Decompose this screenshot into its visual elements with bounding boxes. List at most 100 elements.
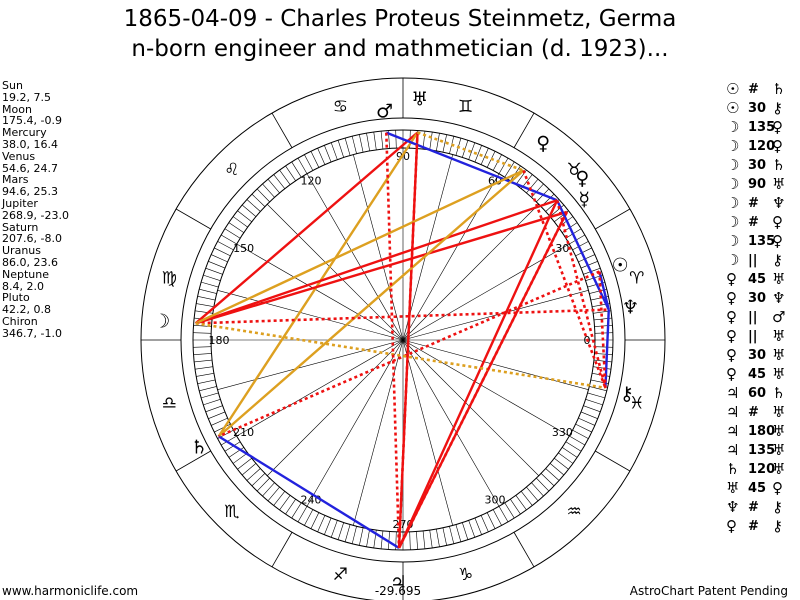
aspect-row: ♀ 30 ♅ bbox=[726, 346, 798, 365]
degree-tick bbox=[220, 234, 237, 245]
planet-position: 19.2, 7.5 bbox=[2, 90, 51, 104]
house-spoke bbox=[402, 290, 589, 341]
zodiac-sign-icon: ♑ bbox=[458, 565, 473, 585]
aspect-planet-a: ☽ bbox=[726, 251, 740, 269]
aspect-line bbox=[522, 169, 607, 389]
degree-tick bbox=[526, 486, 539, 502]
aspect-symbol: 90 bbox=[748, 177, 767, 192]
sign-divider bbox=[271, 532, 293, 568]
degree-tick bbox=[330, 142, 338, 160]
house-spoke bbox=[402, 204, 539, 341]
degree-tick bbox=[337, 522, 344, 540]
aspect-row: ☽ 135 ♀ bbox=[726, 118, 798, 137]
footer-credit: AstroChart Patent Pending bbox=[629, 584, 788, 598]
aspect-planet-a: ♃ bbox=[726, 384, 740, 402]
aspect-line bbox=[195, 169, 524, 325]
zodiac-sign-icon: ♋ bbox=[333, 97, 348, 117]
degree-tick bbox=[208, 411, 226, 419]
aspect-line bbox=[397, 199, 559, 549]
planet-glyph-icon: ♃ bbox=[390, 572, 407, 594]
degree-tick bbox=[422, 530, 426, 549]
degree-tick bbox=[569, 234, 586, 245]
degree-tick bbox=[380, 131, 384, 150]
planet-glyph-icon: ♅ bbox=[411, 89, 428, 111]
aspect-planet-a: ♀ bbox=[726, 346, 737, 364]
aspect-planet-a: ☽ bbox=[726, 118, 740, 136]
house-spoke bbox=[353, 339, 404, 526]
degree-tick bbox=[199, 288, 217, 294]
degree-tick bbox=[468, 142, 476, 160]
zodiac-sign-icon: ♏ bbox=[224, 502, 239, 522]
degree-tick bbox=[545, 468, 560, 481]
degree-tick bbox=[498, 157, 509, 174]
aspect-planet-b: ♆ bbox=[772, 289, 786, 307]
house-spoke bbox=[306, 339, 404, 507]
degree-tick bbox=[572, 241, 589, 251]
planet-glyph-icon: ☿ bbox=[578, 188, 590, 210]
degree-tick bbox=[214, 423, 231, 433]
aspect-planet-b: ♀ bbox=[772, 213, 783, 231]
degree-tick bbox=[217, 241, 234, 251]
planet-name: Uranus bbox=[2, 244, 41, 258]
degree-tick bbox=[208, 261, 226, 269]
planet-name: Moon bbox=[2, 102, 32, 116]
planet-glyph-icon: ♆ bbox=[622, 296, 639, 318]
aspect-line bbox=[217, 169, 525, 438]
aspect-symbol: # bbox=[748, 500, 759, 515]
aspect-planet-b: ♅ bbox=[772, 460, 786, 478]
degree-tick bbox=[492, 154, 502, 171]
zodiac-sign-icon: ♍ bbox=[162, 268, 177, 288]
degree-tick bbox=[468, 520, 476, 538]
aspect-planet-a: ♄ bbox=[726, 460, 740, 478]
aspect-row: ♀ 45 ♅ bbox=[726, 270, 798, 289]
degree-tick bbox=[211, 254, 228, 263]
degree-tick bbox=[279, 169, 291, 185]
degree-tick bbox=[492, 509, 502, 526]
degree-tick bbox=[536, 477, 550, 492]
aspect-symbol: 45 bbox=[748, 367, 767, 382]
degree-tick bbox=[291, 502, 302, 519]
aspect-row: ♄ 120 ♅ bbox=[726, 460, 798, 479]
aspect-line bbox=[555, 199, 607, 389]
aspect-row: ☽ 30 ♄ bbox=[726, 156, 798, 175]
planet-glyph-icon: ♂ bbox=[376, 101, 393, 123]
degree-tick bbox=[565, 441, 582, 452]
degree-tick bbox=[515, 495, 527, 511]
aspect-line bbox=[385, 131, 558, 202]
degree-tick bbox=[409, 531, 411, 550]
degree-tick bbox=[201, 281, 219, 288]
degree-tick bbox=[585, 399, 603, 406]
degree-tick bbox=[193, 332, 212, 334]
aspect-planet-a: ♀ bbox=[726, 517, 737, 535]
degree-tick bbox=[251, 193, 266, 207]
degree-tick bbox=[224, 441, 241, 452]
degree-tick bbox=[580, 261, 598, 269]
house-spoke bbox=[267, 339, 404, 476]
degree-label: 210 bbox=[233, 426, 254, 439]
aspect-row: ♃ 60 ♄ bbox=[726, 384, 798, 403]
degree-tick bbox=[578, 417, 595, 426]
sign-divider bbox=[513, 112, 535, 148]
degree-tick bbox=[575, 423, 592, 433]
aspect-symbol: 45 bbox=[748, 272, 767, 287]
degree-tick bbox=[224, 228, 241, 239]
degree-tick bbox=[256, 188, 270, 203]
degree-tick bbox=[211, 417, 228, 426]
zodiac-sign-icon: ♐ bbox=[333, 565, 348, 585]
aspect-row: ♃ 135 ♅ bbox=[726, 441, 798, 460]
degree-tick bbox=[380, 530, 384, 549]
degree-tick bbox=[578, 254, 595, 263]
aspect-line bbox=[397, 211, 569, 549]
aspect-planet-a: ☉ bbox=[726, 80, 740, 98]
planet-name: Mercury bbox=[2, 126, 47, 140]
aspect-line bbox=[385, 132, 401, 549]
degree-tick bbox=[359, 527, 364, 546]
aspect-planet-b: ♄ bbox=[772, 156, 786, 174]
aspect-planet-a: ♀ bbox=[726, 365, 737, 383]
aspect-symbol: 135 bbox=[748, 443, 776, 458]
degree-tick bbox=[442, 134, 447, 153]
degree-tick bbox=[196, 373, 214, 377]
degree-tick bbox=[195, 366, 213, 370]
aspect-planet-b: ♀ bbox=[772, 479, 783, 497]
